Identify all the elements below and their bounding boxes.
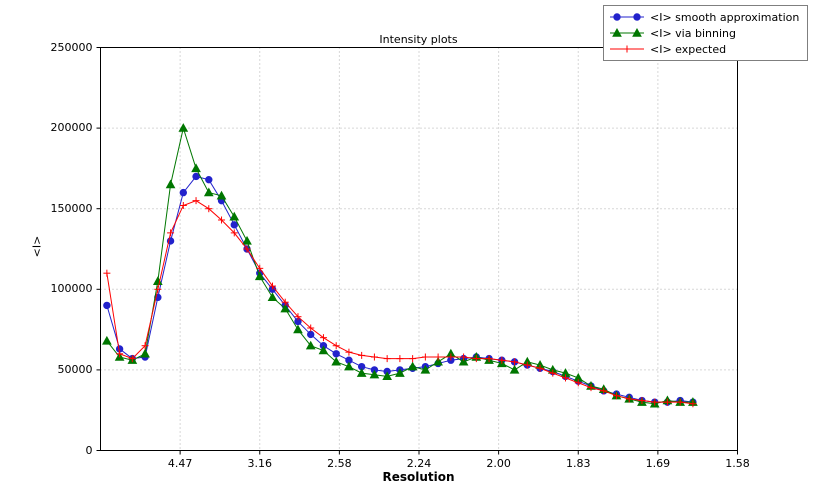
y-tick-label: 0: [85, 443, 93, 457]
marker-triangle: [254, 271, 265, 281]
x-tick-label: 1.58: [725, 456, 750, 470]
legend-item: <I> via binning: [609, 25, 799, 41]
x-axis-label: Resolution: [382, 470, 455, 484]
marker-triangle: [178, 123, 189, 132]
marker-triangle: [433, 356, 443, 366]
marker-triangle: [331, 356, 342, 366]
marker-triangle: [229, 211, 240, 221]
marker-circle: [192, 172, 200, 181]
legend: <I> smooth approximation <I> via binning <…: [603, 5, 809, 61]
y-tick-label: 200000: [50, 121, 93, 135]
legend-label: <I> expected: [650, 42, 727, 56]
marker-triangle: [509, 364, 520, 374]
x-tick-label: 3.16: [247, 456, 273, 470]
marker-triangle: [242, 235, 252, 245]
x-tick-label: 4.47: [167, 456, 193, 470]
legend-marker-sample: [610, 45, 644, 53]
legend-label: <I> via binning: [650, 26, 736, 40]
marker-triangle: [140, 348, 150, 358]
x-tick-label: 2.00: [486, 456, 511, 470]
legend-item: <I> smooth approximation: [609, 9, 799, 25]
y-tick-label: 100000: [50, 282, 93, 296]
marker-triangle: [165, 179, 176, 189]
marker-circle: [179, 188, 188, 197]
marker-circle: [633, 13, 641, 21]
marker-triangle: [382, 371, 392, 381]
marker-circle: [230, 221, 238, 229]
y-tick-label: 50000: [57, 362, 93, 376]
marker-triangle: [458, 356, 469, 366]
marker-circle: [613, 13, 621, 21]
marker-triangle: [280, 303, 291, 313]
legend-label: <I> smooth approximation: [650, 10, 800, 24]
marker-triangle: [395, 368, 405, 377]
marker-triangle: [191, 163, 201, 173]
y-tick-label: 250000: [50, 40, 93, 54]
marker-triangle: [267, 292, 278, 302]
marker-triangle: [203, 187, 214, 197]
chart-title: Intensity plots: [379, 33, 458, 46]
marker-circle: [205, 175, 213, 184]
marker-triangle: [407, 361, 418, 371]
marker-triangle: [356, 368, 367, 377]
marker-triangle: [305, 340, 316, 350]
x-tick-label: 2.24: [406, 456, 432, 470]
marker-triangle: [318, 345, 329, 355]
legend-marker-sample: [610, 27, 644, 37]
y-tick-label: 150000: [50, 201, 93, 215]
marker-circle: [103, 301, 111, 310]
x-tick-label: 1.69: [645, 456, 671, 470]
marker-triangle: [369, 369, 380, 379]
marker-triangle: [632, 27, 642, 37]
marker-triangle: [420, 364, 431, 374]
marker-circle: [307, 330, 315, 339]
legend-item: <I> expected: [609, 41, 799, 57]
x-tick-label: 1.83: [566, 456, 591, 470]
x-tick-label: 2.58: [327, 456, 352, 470]
marker-triangle: [612, 27, 622, 37]
legend-marker-sample: [610, 13, 644, 21]
marker-circle: [332, 350, 340, 358]
y-axis-label: <I>: [30, 235, 44, 258]
marker-triangle: [102, 335, 112, 345]
marker-triangle: [293, 324, 303, 334]
marker-triangle: [216, 190, 227, 200]
marker-triangle: [344, 361, 354, 371]
